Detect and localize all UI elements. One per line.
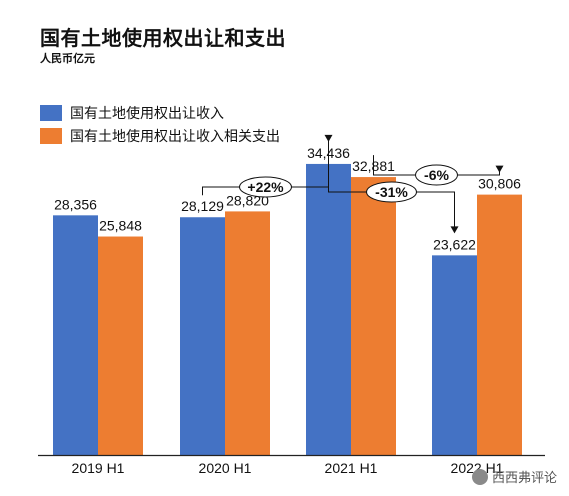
bar-expense: [225, 211, 270, 455]
x-tick-label: 2021 H1: [325, 460, 378, 476]
legend-label-expense: 国有土地使用权出让收入相关支出: [70, 128, 280, 144]
chart-subtitle: 人民币亿元: [40, 53, 95, 65]
watermark-text: 西西弗评论: [491, 470, 557, 485]
legend-label-income: 国有土地使用权出让收入: [70, 105, 224, 121]
annotation-income-2021-label: +22%: [247, 179, 284, 195]
legend-item-income: 国有土地使用权出让收入: [40, 103, 224, 123]
data-label: 28,129: [181, 198, 224, 214]
annotation-arrowhead: [450, 226, 459, 234]
annotation-arrowhead: [495, 165, 504, 173]
bar-income: [432, 255, 477, 455]
data-label: 23,622: [433, 236, 476, 252]
annotation-income-2022-bubble: [366, 181, 417, 203]
x-tick-label: 2022 H1: [451, 460, 504, 476]
chart-title: 国有土地使用权出让和支出: [40, 28, 286, 50]
wechat-icon: [471, 468, 488, 485]
annotation-expense-2022-bubble: [415, 164, 458, 186]
x-tick-label: 2019 H1: [72, 460, 125, 476]
bar-expense: [98, 236, 143, 455]
annotation-arrowhead: [324, 134, 333, 142]
bar-income: [53, 215, 98, 455]
bar-income: [180, 217, 225, 455]
data-label: 25,848: [99, 218, 142, 234]
bar-income: [306, 163, 351, 455]
data-label: 30,806: [478, 176, 521, 192]
legend-swatch-expense: [40, 128, 62, 144]
legend-item-expense: 国有土地使用权出让收入相关支出: [40, 126, 280, 146]
annotation-income-2021-bubble: [239, 176, 292, 198]
bar-expense: [351, 177, 396, 455]
annotation-expense-2022-label: -6%: [424, 167, 449, 183]
data-label: 28,356: [54, 196, 97, 212]
legend-swatch-income: [40, 105, 62, 121]
watermark: 西西弗评论: [471, 467, 557, 486]
bar-expense: [477, 194, 522, 455]
annotation-income-2022-label: -31%: [375, 184, 408, 200]
x-tick-label: 2020 H1: [199, 460, 252, 476]
